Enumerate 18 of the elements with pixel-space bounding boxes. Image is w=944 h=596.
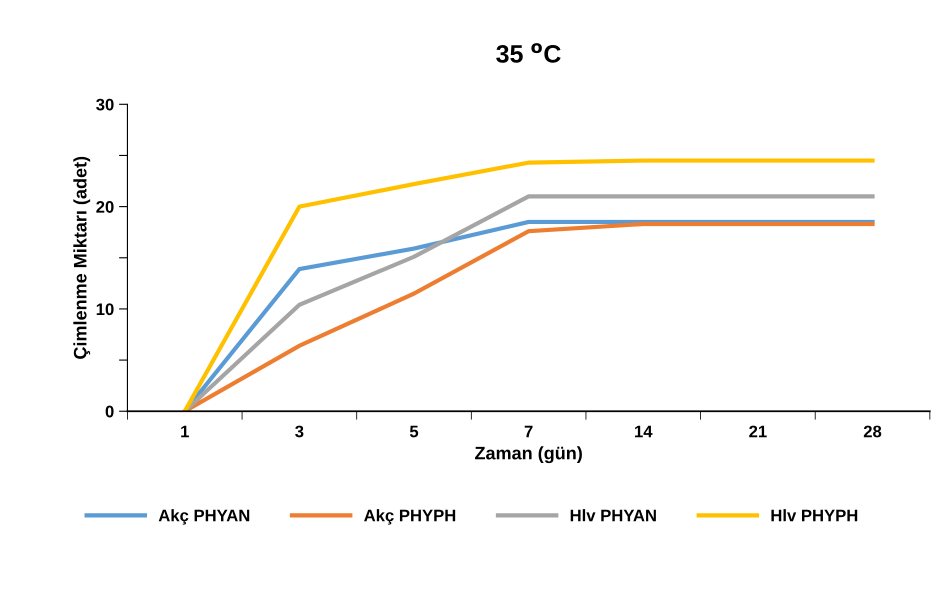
y-axis-title: Çimlenme Miktarı (adet) [73,156,90,359]
chart-title: 35 $^{o}$C [496,43,561,63]
legend-label: Akç PHYPH [364,509,456,525]
y-tick-label: 30 [96,98,114,111]
y-tick-label: 0 [106,406,114,418]
x-tick-label: 1 [181,426,189,438]
legend-label: Hlv PHYAN [570,509,656,522]
x-tick-label: 28 [864,426,882,438]
legend-label: Akç PHYAN [158,509,250,525]
y-tick-label: 10 [96,303,114,316]
x-tick-label: 21 [749,426,767,438]
x-tick-label: 14 [635,426,652,438]
x-tick-label: 3 [295,426,304,438]
x-tick-label: 7 [524,426,533,438]
legend-label: Hlv PHYPH [771,509,858,522]
x-axis-title: Zaman (gün) [475,446,582,464]
y-tick-label: 20 [96,201,114,213]
x-tick-label: 5 [410,426,418,438]
